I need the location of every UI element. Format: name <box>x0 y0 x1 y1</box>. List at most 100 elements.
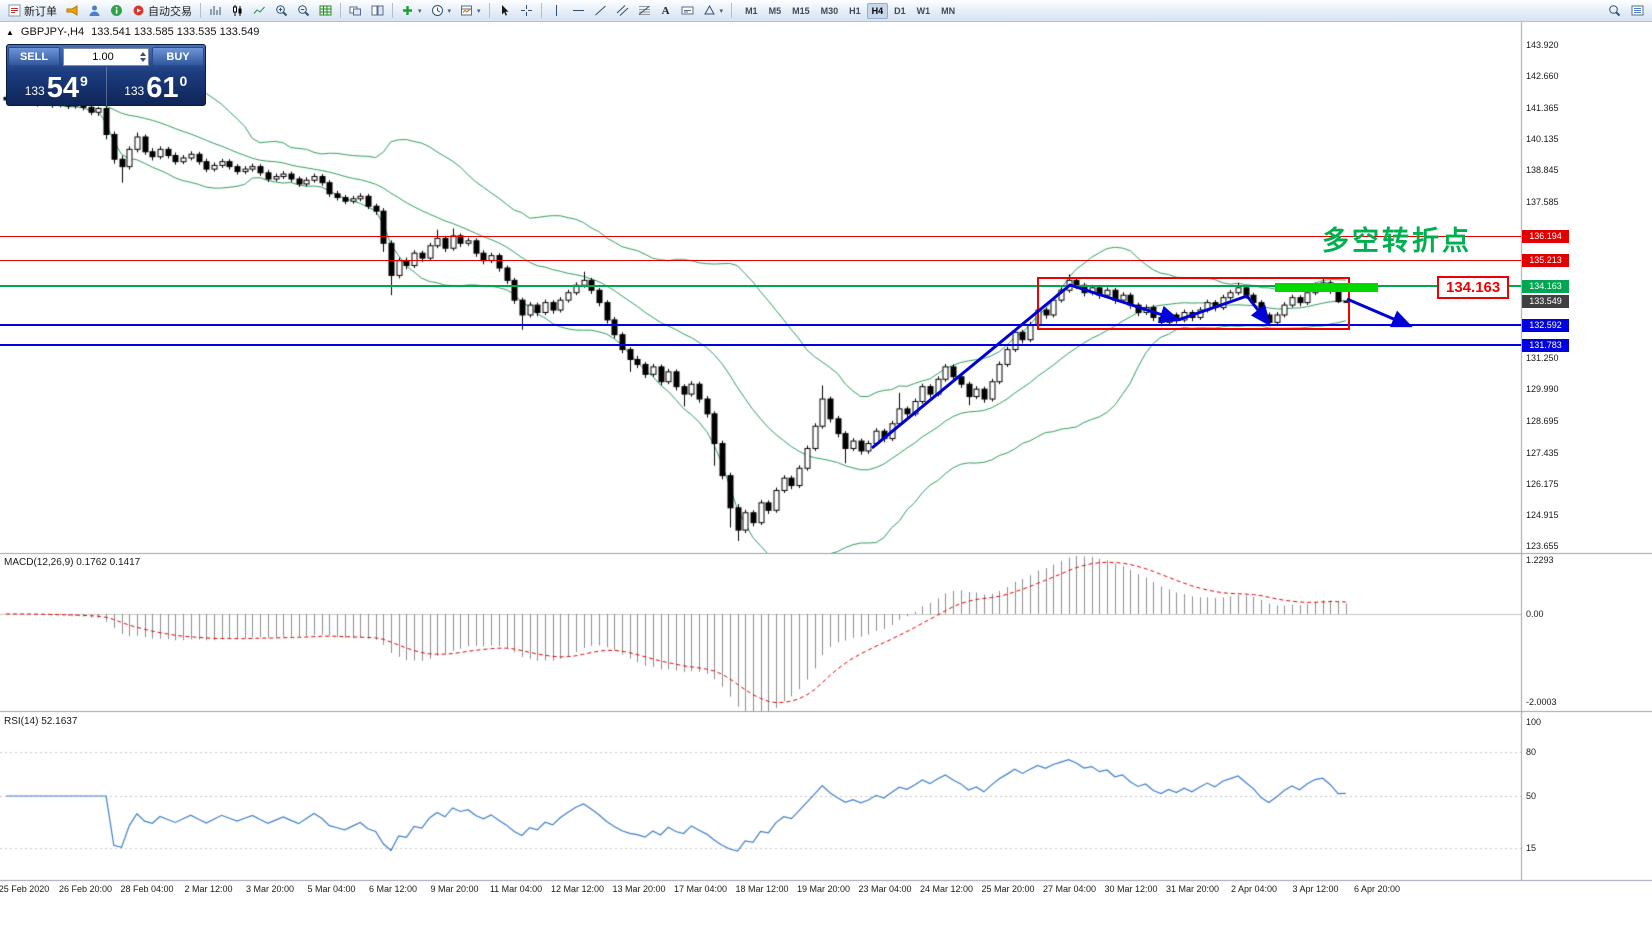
price-axis-tick: 123.655 <box>1526 541 1559 551</box>
buy-price-point: 0 <box>179 73 188 89</box>
horizontal-line-tool-button[interactable] <box>568 2 589 20</box>
new-order-icon <box>8 4 21 17</box>
ohlc-values: 133.541 133.585 133.535 133.549 <box>91 26 260 38</box>
price-level-tag: 131.783 <box>1522 338 1569 352</box>
spinner-down-icon[interactable] <box>140 57 146 62</box>
lot-spinner[interactable] <box>140 51 146 62</box>
date-axis-label: 17 Mar 04:00 <box>673 884 728 894</box>
grid-button[interactable] <box>315 2 336 20</box>
timeframe-button-m5[interactable]: M5 <box>764 3 787 19</box>
price-axis-tick: 142.660 <box>1526 71 1559 82</box>
trendline-tool-button[interactable] <box>590 2 611 20</box>
accounts-button[interactable] <box>84 2 105 20</box>
bar-chart-button[interactable] <box>205 2 226 20</box>
window-list-button[interactable] <box>1627 2 1648 20</box>
toolbar-separator <box>392 3 393 18</box>
chinese-annotation[interactable]: 多空转折点 <box>1322 226 1472 256</box>
crosshair-tool-button[interactable] <box>516 2 537 20</box>
cursor-tool-button[interactable] <box>494 2 515 20</box>
buy-price[interactable]: 133 61 0 <box>105 67 206 106</box>
key-level-highlight-zone[interactable] <box>1275 283 1378 292</box>
price-level-tag: 136.194 <box>1522 229 1569 243</box>
date-axis-label: 30 Mar 12:00 <box>1104 884 1158 894</box>
sell-price-pips: 54 <box>46 72 79 104</box>
date-axis-label: 28 Feb 04:00 <box>120 884 174 894</box>
new-order-button[interactable]: 新订单 <box>4 2 61 20</box>
price-axis-tick: 141.365 <box>1526 103 1559 114</box>
price-callout-label[interactable]: 134.163 <box>1437 276 1510 299</box>
timeframe-button-h1[interactable]: H1 <box>844 3 866 19</box>
text-tool-button[interactable]: A <box>656 2 676 20</box>
zoom-out-button[interactable] <box>293 2 314 20</box>
horizontal-level-line[interactable] <box>0 324 1521 327</box>
timeframe-button-d1[interactable]: D1 <box>889 3 911 19</box>
date-axis-label: 23 Mar 04:00 <box>858 884 912 894</box>
autotrading-button[interactable]: 自动交易 <box>128 2 196 20</box>
timeframe-button-m30[interactable]: M30 <box>816 3 844 19</box>
chevron-down-icon: ▾ <box>719 7 724 15</box>
date-axis-label: 3 Mar 20:00 <box>245 884 295 894</box>
lot-size-stepper[interactable]: 1.00 <box>63 47 149 66</box>
timeframe-group: M1 M5 M15 M30 H1 H4 D1 W1 MN <box>740 2 960 19</box>
rsi-axis-tick: 80 <box>1526 746 1537 757</box>
date-axis-label: 13 Mar 20:00 <box>612 884 666 894</box>
template-icon <box>461 5 473 16</box>
vertical-line-tool-button[interactable] <box>546 2 567 20</box>
toolbar-separator <box>200 3 201 18</box>
date-axis-label: 24 Mar 12:00 <box>919 884 974 894</box>
tile-windows-icon <box>371 5 384 16</box>
spinner-up-icon[interactable] <box>140 51 146 56</box>
macd-axis-tick: 1.2293 <box>1526 554 1554 565</box>
info-icon <box>111 5 122 16</box>
rsi-axis-tick: 100 <box>1526 717 1542 727</box>
add-indicator-button[interactable]: ▾ <box>397 2 426 20</box>
horizontal-level-line[interactable] <box>0 235 1521 237</box>
info-button[interactable] <box>106 2 127 20</box>
date-axis-label: 25 Feb 2020 <box>0 884 50 894</box>
sell-button[interactable]: SELL <box>8 47 60 66</box>
timeframes-menu-button[interactable]: ▾ <box>427 2 456 20</box>
date-axis-label: 12 Mar 12:00 <box>550 884 605 894</box>
channel-tool-button[interactable] <box>612 2 633 20</box>
timeframe-button-m1[interactable]: M1 <box>740 3 763 19</box>
horizontal-level-line[interactable] <box>0 344 1521 347</box>
horizontal-level-line[interactable] <box>0 259 1521 261</box>
line-chart-button[interactable] <box>249 2 270 20</box>
autotrading-label: 自动交易 <box>148 5 192 18</box>
rsi-label: RSI(14) 52.1637 <box>4 716 78 727</box>
shapes-tool-button[interactable]: ▾ <box>699 2 728 20</box>
lot-size-value[interactable]: 1.00 <box>92 50 114 63</box>
grid-icon <box>319 5 332 16</box>
toolbar-separator <box>488 3 490 18</box>
fibonacci-tool-button[interactable] <box>634 2 655 20</box>
cursor-icon <box>501 5 509 16</box>
buy-price-pips: 61 <box>146 72 179 104</box>
price-axis-tick: 126.175 <box>1526 478 1559 489</box>
search-button[interactable] <box>1604 2 1625 20</box>
date-axis-label: 3 Apr 12:00 <box>1292 884 1339 894</box>
cascade-windows-button[interactable] <box>345 2 366 20</box>
buy-button[interactable]: BUY <box>152 47 204 66</box>
price-axis-tick: 129.990 <box>1526 384 1559 395</box>
price-axis-tick: 138.845 <box>1526 165 1559 176</box>
timeframe-button-m15[interactable]: M15 <box>787 3 815 19</box>
timeframe-button-h4[interactable]: H4 <box>866 2 889 19</box>
price-axis-tick: 124.915 <box>1526 509 1559 520</box>
candlestick-chart-button[interactable] <box>227 2 248 20</box>
rsi-axis-tick: 15 <box>1526 842 1537 853</box>
zoom-in-button[interactable] <box>271 2 292 20</box>
label-tool-button[interactable] <box>677 2 698 20</box>
price-axis-tick: 143.920 <box>1526 40 1559 50</box>
horizontal-level-line[interactable] <box>0 285 1521 288</box>
timeframe-button-w1[interactable]: W1 <box>912 3 936 19</box>
timeframe-button-mn[interactable]: MN <box>936 3 960 19</box>
templates-button[interactable]: ▾ <box>456 2 485 20</box>
collapse-triangle-icon: ▲ <box>6 27 14 37</box>
rsi-axis-tick: 50 <box>1526 791 1537 801</box>
tile-windows-button[interactable] <box>367 2 388 20</box>
chevron-down-icon: ▾ <box>477 7 481 15</box>
price-axis-tick: 128.695 <box>1526 416 1559 427</box>
alerts-button[interactable] <box>62 2 83 20</box>
sell-price[interactable]: 133 54 9 <box>7 67 106 106</box>
